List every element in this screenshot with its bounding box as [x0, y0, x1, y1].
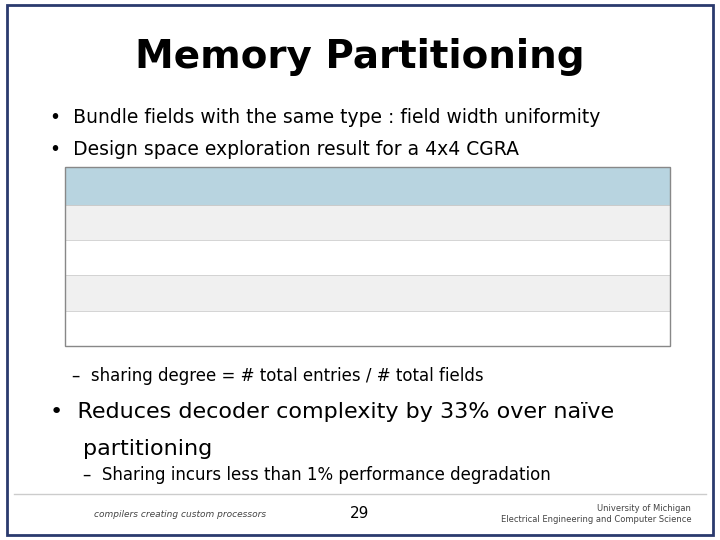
Text: type: type [92, 179, 131, 194]
Text: 29: 29 [351, 505, 369, 521]
Text: 48: 48 [190, 321, 209, 335]
Text: # memories: # memories [239, 179, 341, 194]
Text: 16: 16 [189, 215, 209, 230]
Text: 24: 24 [456, 321, 475, 335]
Text: 16: 16 [456, 215, 475, 230]
Text: compilers creating custom processors: compilers creating custom processors [94, 510, 266, 518]
Text: sharing
degree: sharing degree [515, 170, 580, 202]
Text: # fields: # fields [167, 179, 232, 194]
Text: 12: 12 [456, 286, 475, 300]
Text: –  Sharing incurs less than 1% performance degradation: – Sharing incurs less than 1% performanc… [83, 466, 551, 484]
Text: 6: 6 [377, 286, 387, 300]
Text: 8: 8 [377, 215, 387, 230]
Text: •  Reduces decoder complexity by 33% over naïve: • Reduces decoder complexity by 33% over… [50, 402, 615, 422]
Text: 6: 6 [377, 321, 387, 335]
Text: 2: 2 [285, 286, 295, 300]
Text: # total
entries: # total entries [435, 170, 496, 202]
Text: 96: 96 [189, 251, 209, 265]
Text: 0.75: 0.75 [530, 251, 564, 265]
Text: 64: 64 [456, 251, 475, 265]
Text: University of Michigan
Electrical Engineering and Computer Science: University of Michigan Electrical Engine… [500, 504, 691, 524]
Text: 16: 16 [189, 286, 209, 300]
Text: –  sharing degree = # total entries / # total fields: – sharing degree = # total entries / # t… [72, 367, 484, 385]
Text: const: const [91, 286, 132, 300]
Text: partitioning: partitioning [83, 439, 212, 459]
Text: 2: 2 [285, 215, 295, 230]
Text: dest: dest [95, 251, 128, 265]
Text: 8: 8 [377, 251, 387, 265]
Text: # entries: # entries [343, 179, 422, 194]
Text: 0.5: 0.5 [535, 321, 559, 335]
Text: •  Bundle fields with the same type : field width uniformity: • Bundle fields with the same type : fie… [50, 108, 600, 127]
Text: Memory Partitioning: Memory Partitioning [135, 38, 585, 76]
Text: •  Design space exploration result for a 4x4 CGRA: • Design space exploration result for a … [50, 140, 519, 159]
Text: 4: 4 [285, 321, 295, 335]
Text: 1.0: 1.0 [535, 215, 559, 230]
Text: 8: 8 [285, 251, 295, 265]
Text: 0.75: 0.75 [530, 286, 564, 300]
Text: reg addr: reg addr [79, 321, 144, 335]
Text: opcode: opcode [84, 215, 140, 230]
